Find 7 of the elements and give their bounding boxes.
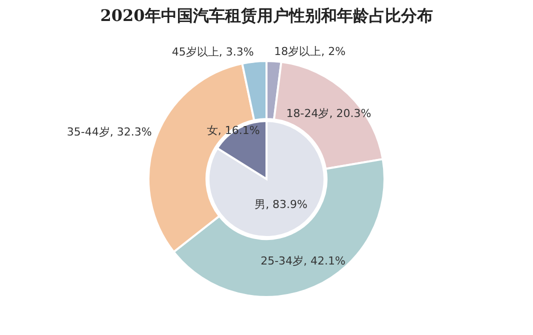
chart-title: 2020年中国汽车租赁用户性别和年龄占比分布 bbox=[100, 6, 433, 25]
category-label: 18-24岁, 20.3% bbox=[286, 106, 372, 120]
category-label: 45岁以上, 3.3% bbox=[172, 46, 254, 59]
category-label: 35-44岁, 32.3% bbox=[66, 125, 152, 138]
category-label: 18岁以上, 2% bbox=[274, 45, 346, 58]
slice-label: 男, 83.9% bbox=[254, 198, 308, 212]
category-label: 25-34岁, 42.1% bbox=[260, 254, 346, 268]
